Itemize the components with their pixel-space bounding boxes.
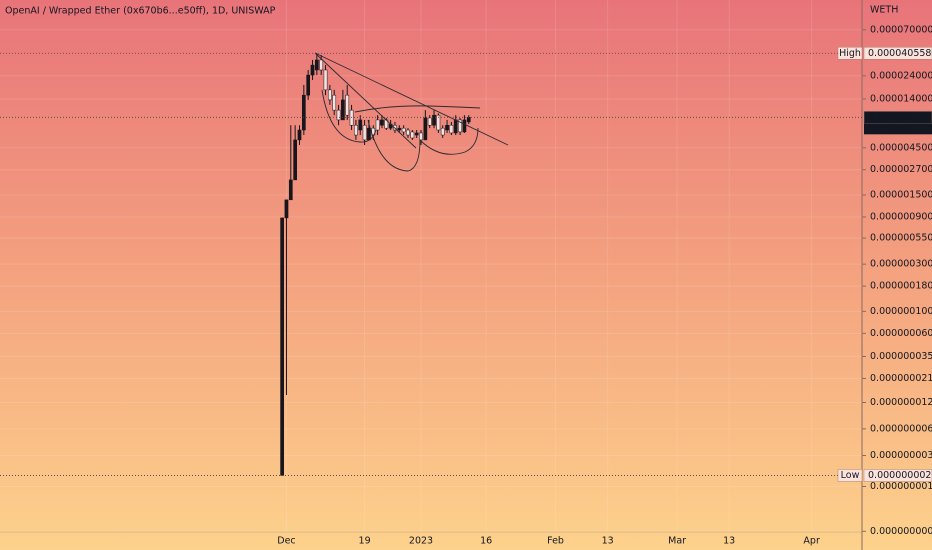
countdown-box — [864, 123, 932, 135]
x-tick-label: 13 — [723, 536, 735, 547]
candle-body — [319, 59, 324, 71]
candle-body — [341, 99, 345, 121]
marker-value-box — [863, 469, 932, 482]
trend-line — [314, 52, 509, 146]
candle-body — [323, 69, 328, 91]
candle-body — [458, 119, 462, 133]
y-tick-label: 0.0000000035 — [870, 450, 932, 461]
candle-body — [410, 131, 415, 139]
candle-body — [328, 89, 332, 101]
marker-label: Low — [841, 470, 860, 481]
candle-body — [419, 132, 423, 141]
candle-body — [414, 132, 419, 136]
candle-body — [362, 124, 367, 141]
candle-body — [380, 119, 384, 126]
countdown: 09:13:40 — [868, 123, 911, 134]
candle-body — [432, 114, 436, 126]
chart-title: OpenAI / Wrapped Ether (0x670b6...e50ff)… — [5, 6, 276, 17]
candle-body — [306, 74, 311, 96]
candle-body — [358, 119, 363, 131]
candle-body — [336, 109, 341, 121]
candle-body — [375, 119, 380, 131]
x-tick-label: Mar — [668, 536, 686, 547]
candle-body — [310, 64, 315, 76]
candle-body — [401, 127, 406, 133]
candle-body — [301, 94, 306, 131]
y-axis-label: WETH — [870, 5, 898, 16]
candle-body — [314, 59, 319, 71]
pattern-drawings — [314, 52, 509, 172]
x-tick-label: Feb — [547, 536, 564, 547]
candle-body — [345, 94, 350, 116]
y-tick-label: 0.0000000017 — [870, 481, 932, 492]
candle-body — [280, 217, 284, 476]
candle-body — [284, 199, 289, 219]
candle-body — [367, 127, 371, 141]
candle-body — [453, 119, 458, 134]
candle-body — [427, 117, 432, 126]
x-tick-label: 16 — [480, 536, 492, 547]
x-tick-label: 19 — [359, 536, 371, 547]
candle-body — [332, 94, 337, 111]
candle-body — [406, 129, 410, 136]
x-tick-label: 2023 — [409, 536, 433, 547]
candle-body — [449, 124, 454, 134]
marker-value-box — [863, 47, 932, 60]
candle-body — [293, 139, 297, 181]
marker-value: 0.0000091327 — [868, 112, 932, 123]
marker-value: 0.0000000022 — [868, 470, 932, 481]
candle-body — [440, 127, 445, 136]
y-tick-label: 0.0000000065 — [870, 423, 932, 434]
x-tick-label: 13 — [602, 536, 614, 547]
candle-body — [288, 179, 293, 201]
shoulder-curve — [419, 127, 479, 155]
candle-body — [462, 119, 467, 133]
x-tick-label: Apr — [803, 536, 820, 547]
candle-body — [466, 117, 471, 123]
candle-body — [297, 129, 302, 141]
candle-body — [397, 127, 402, 131]
neck-line — [354, 105, 481, 113]
candle-body — [436, 114, 441, 131]
candle-body — [354, 124, 358, 136]
marker-label: High — [839, 48, 861, 59]
y-tick-label: 0.0000000006 — [870, 526, 932, 537]
marker-value: 0.0000405582 — [868, 48, 932, 59]
x-tick-label: Dec — [277, 536, 295, 547]
head-curve — [367, 119, 421, 172]
marker-tag — [837, 469, 863, 482]
candle-body — [423, 117, 428, 141]
trend-line — [314, 52, 417, 149]
marker-tag — [837, 47, 863, 60]
candle-body — [445, 124, 449, 131]
